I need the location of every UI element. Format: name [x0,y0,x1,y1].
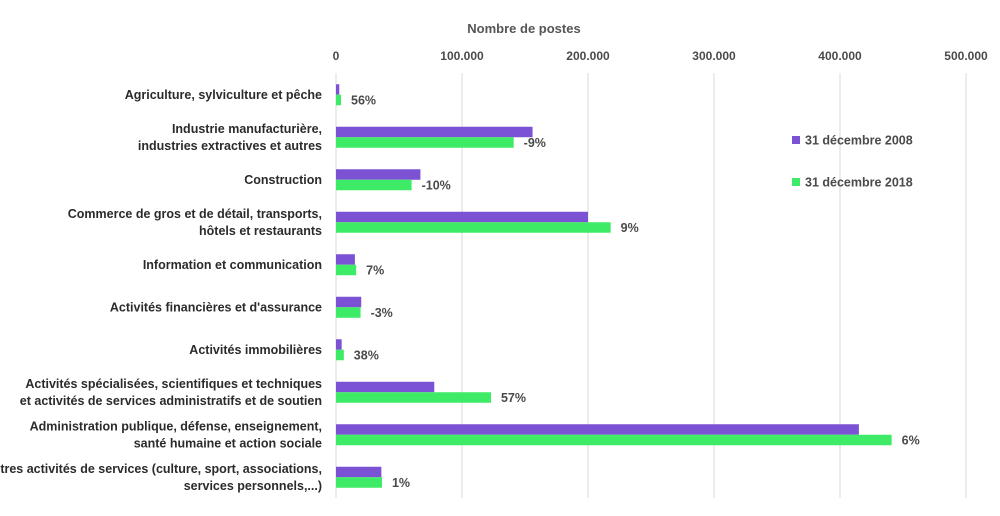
bar-2008 [336,211,588,223]
bar-2018 [336,477,382,488]
bar-2008 [336,84,340,95]
bar-2018 [336,137,514,148]
category-label: Activités financières et d'assurance [110,300,322,314]
x-tick-label: 0 [333,49,340,63]
data-label: 1% [392,476,410,490]
bars [336,84,892,488]
data-label: 57% [501,391,526,405]
bar-2018 [336,179,412,191]
category-label: services personnels,...) [184,479,322,493]
category-label: Industrie manufacturière, [172,122,322,136]
data-label: 9% [621,221,639,235]
legend-label: 31 décembre 2008 [805,134,913,148]
bar-2018 [336,307,361,318]
legend-swatch [792,136,800,144]
bar-2008 [336,424,859,435]
bar-2018 [336,392,491,403]
bar-2018 [336,222,611,233]
legend-swatch [792,178,800,186]
bar-2008 [336,339,342,350]
bar-2008 [336,126,533,138]
x-tick-label: 100.000 [440,49,484,63]
category-label: Administration publique, défense, enseig… [30,419,322,433]
bar-2008 [336,466,382,478]
legend: 31 décembre 2008 31 décembre 2018 [792,134,913,190]
legend-label: 31 décembre 2018 [805,176,913,190]
x-tick-label: 500.000 [944,49,988,63]
bar-2008 [336,381,435,393]
x-tick-label: 200.000 [566,49,610,63]
category-labels: Agriculture, sylviculture et pêche Indust… [0,88,322,493]
data-label: 7% [366,264,384,278]
category-label: hôtels et restaurants [199,224,322,238]
category-label: Agriculture, sylviculture et pêche [125,88,322,102]
bar-2018 [336,434,892,446]
category-label: industries extractives et autres [138,139,322,153]
category-label: Autres activités de services (culture, s… [0,462,322,476]
bar-2008 [336,254,355,265]
bar-2018 [336,94,342,106]
data-label: 56% [351,94,376,108]
bar-2018 [336,349,344,361]
category-label: Commerce de gros et de détail, transport… [68,207,322,221]
category-label: santé humaine et action sociale [134,436,322,450]
category-label: Activités spécialisées, scientifiques et… [25,377,322,391]
category-label: Information et communication [143,258,322,272]
x-tick-label: 300.000 [692,49,736,63]
bar-2008 [336,169,421,180]
category-label: Construction [244,173,322,187]
data-label: -9% [524,136,546,150]
data-label: 6% [902,434,920,448]
data-label: -10% [422,179,451,193]
data-label: 38% [354,349,379,363]
data-label: -3% [371,306,393,320]
category-label: et activités de services administratifs … [20,394,322,408]
x-axis-title: Nombre de postes [467,21,580,36]
x-tick-labels: 0 100.000 200.000 300.000 400.000 500.000 [333,49,988,63]
x-tick-label: 400.000 [818,49,862,63]
bar-2008 [336,296,362,308]
category-label: Activités immobilières [189,343,322,357]
bar-2018 [336,264,357,276]
data-labels: 56% -9% -10% 9% 7% -3% 38% 57% 6% 1% [351,94,920,491]
